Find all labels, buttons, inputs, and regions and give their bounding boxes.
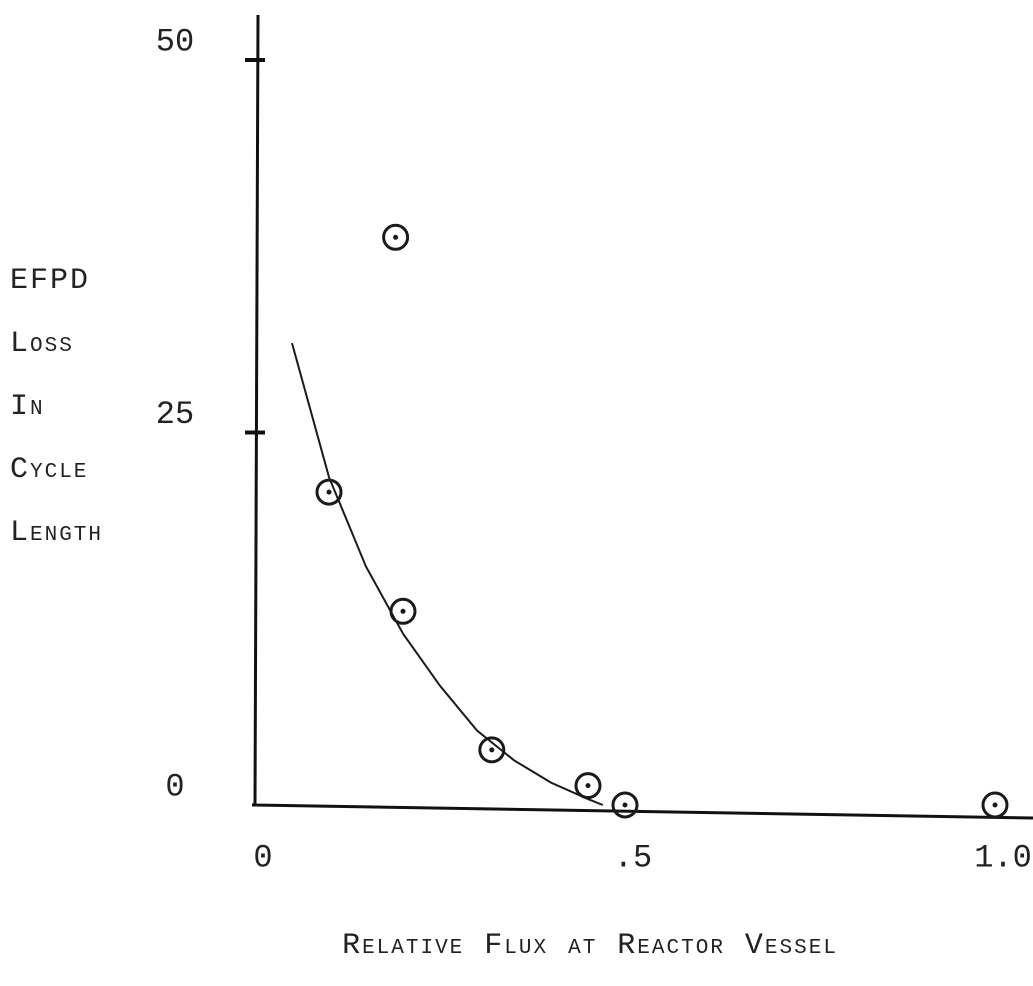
data-point bbox=[478, 736, 506, 764]
x-axis bbox=[251, 803, 1033, 820]
data-point bbox=[574, 772, 602, 800]
y-axis-label: Loss bbox=[10, 327, 74, 361]
y-axis-label: EFPD bbox=[10, 264, 90, 298]
x-tick-label: .5 bbox=[614, 839, 652, 876]
data-point-dot bbox=[326, 489, 332, 495]
y-tick-label: 25 bbox=[156, 396, 194, 433]
data-point-dot bbox=[393, 234, 399, 240]
y-axis-label: In bbox=[10, 390, 45, 424]
y-tick-label: 0 bbox=[165, 768, 184, 805]
data-point-dot bbox=[585, 783, 591, 789]
data-point-dot bbox=[489, 747, 495, 753]
fit-curve bbox=[291, 342, 604, 806]
x-axis-label: Relative Flux at Reactor Vessel bbox=[342, 929, 838, 963]
x-tick-label: 1.0 bbox=[974, 839, 1032, 876]
data-point bbox=[382, 223, 410, 251]
data-point-dot bbox=[622, 802, 628, 808]
y-axis-label: Cycle bbox=[10, 453, 88, 487]
data-point bbox=[315, 478, 343, 506]
data-point bbox=[611, 791, 639, 819]
data-point-dot bbox=[400, 608, 406, 614]
y-axis bbox=[253, 14, 260, 806]
y-axis-label: Length bbox=[10, 516, 103, 550]
x-tick-label: 0 bbox=[253, 839, 272, 876]
data-point bbox=[981, 791, 1009, 819]
y-tick-label: 50 bbox=[156, 23, 194, 60]
data-point-dot bbox=[992, 802, 998, 808]
